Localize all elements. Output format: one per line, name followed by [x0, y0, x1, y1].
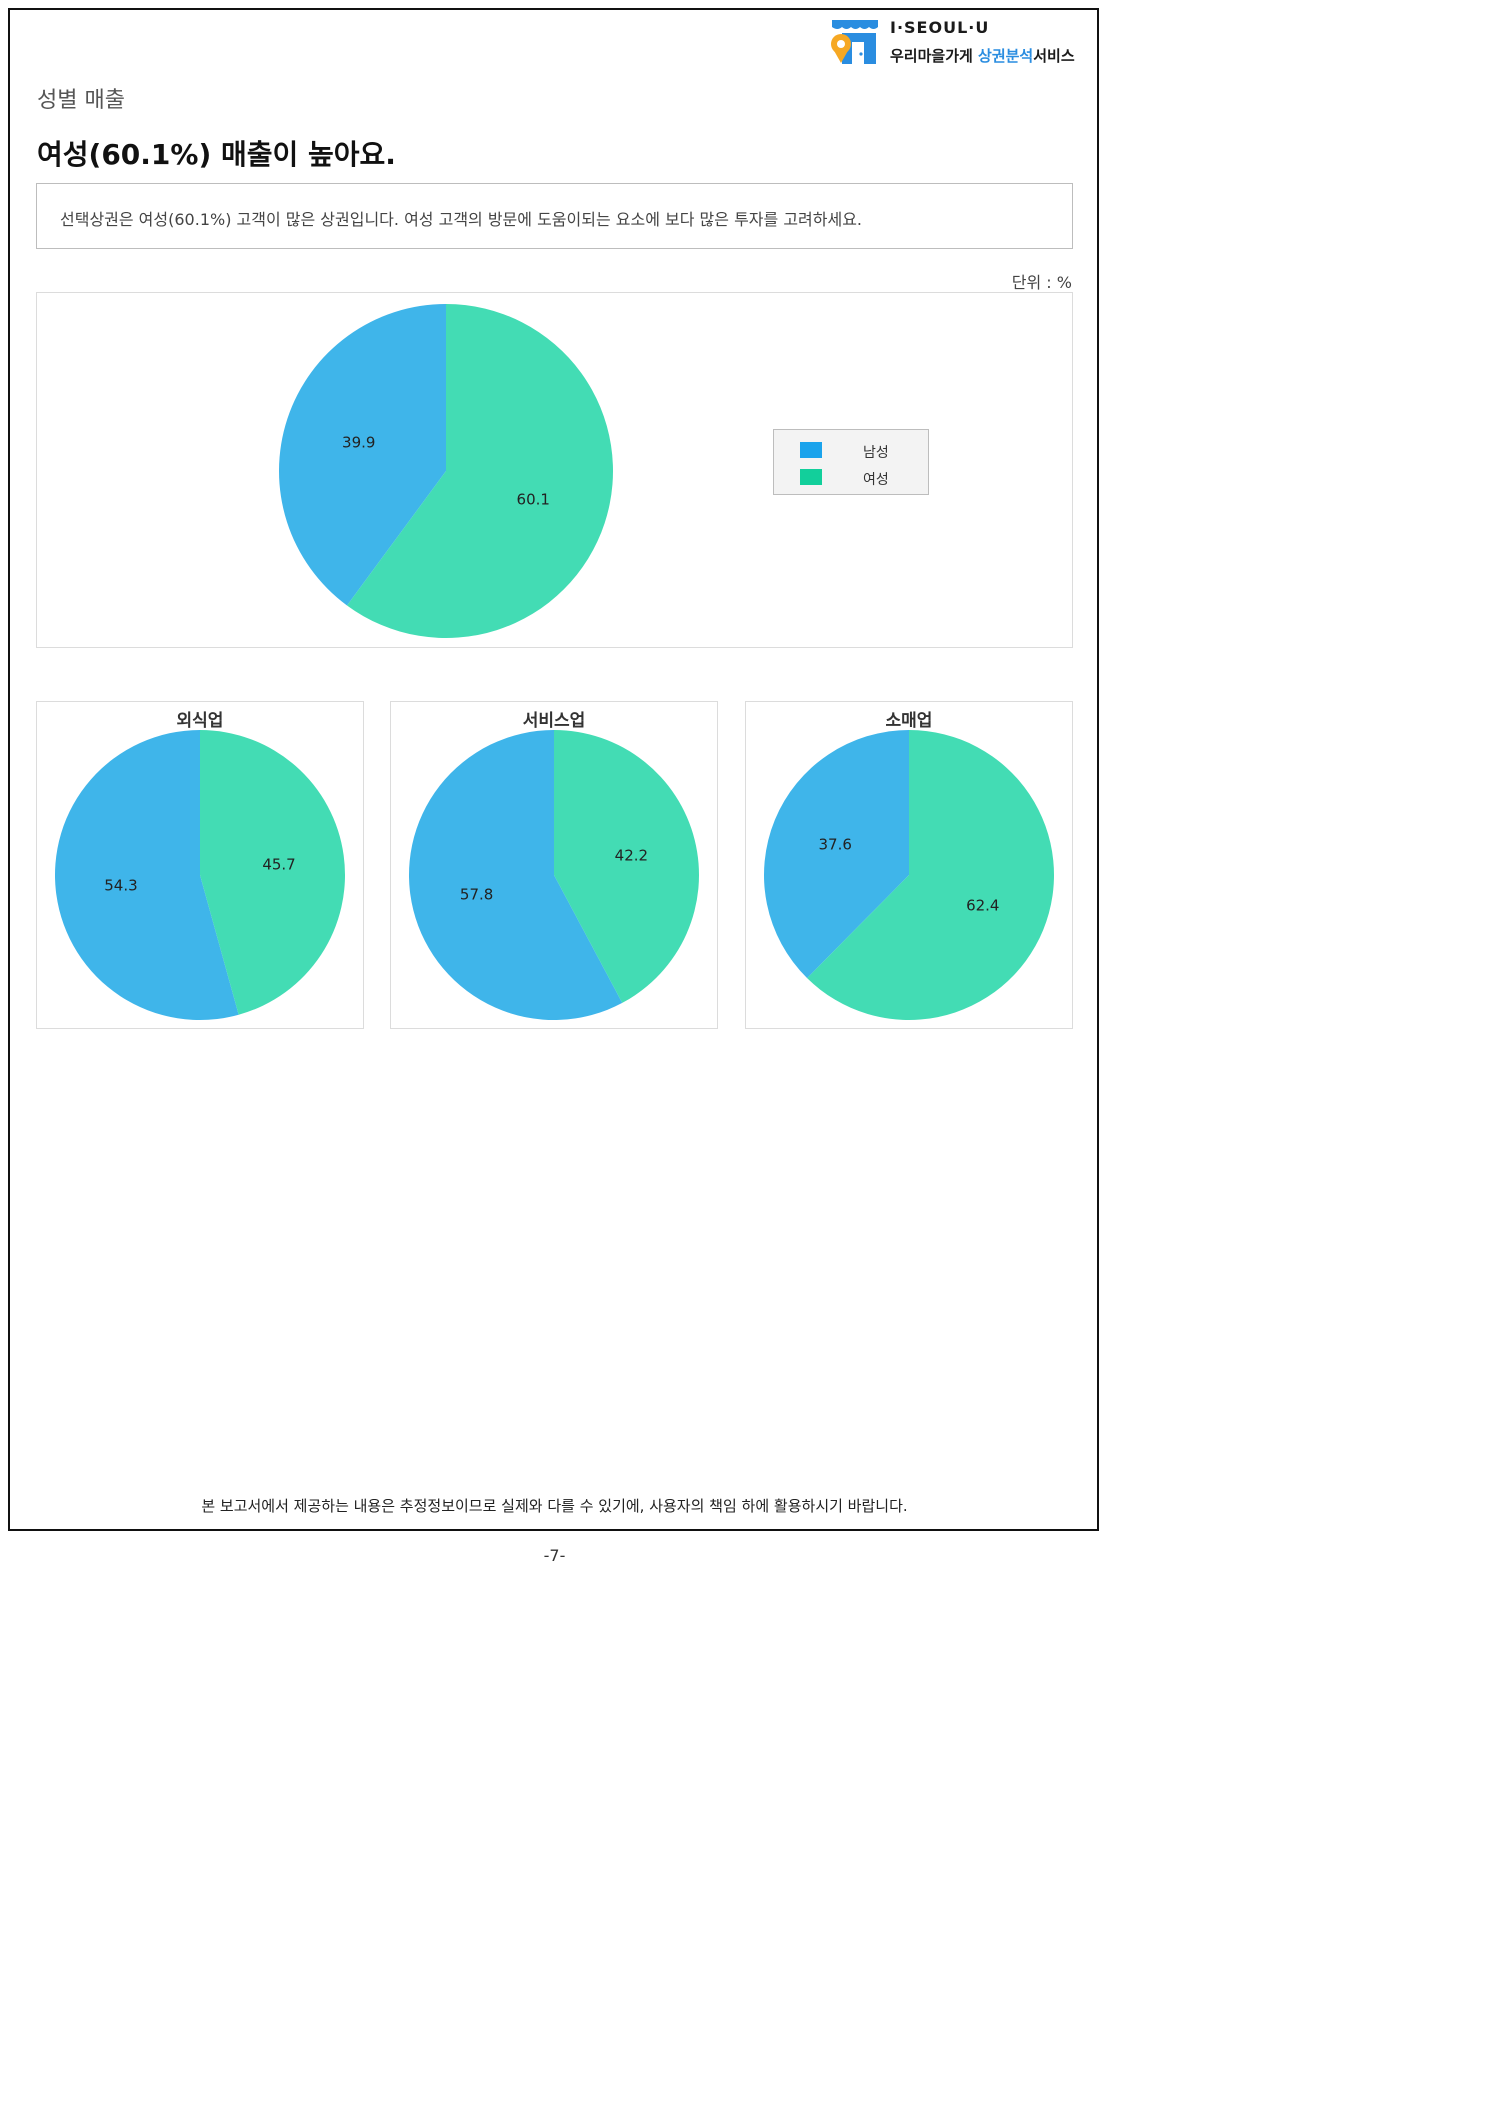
logo-title: I·SEOUL·U	[890, 18, 990, 37]
description-text: 선택상권은 여성(60.1%) 고객이 많은 상권입니다. 여성 고객의 방문에…	[60, 210, 863, 229]
description-box: 선택상권은 여성(60.1%) 고객이 많은 상권입니다. 여성 고객의 방문에…	[36, 183, 1073, 249]
retail-pie-chart: 37.6 62.4	[764, 730, 1054, 1020]
headline: 여성(60.1%) 매출이 높아요.	[37, 138, 396, 171]
page-frame	[8, 8, 1099, 1531]
section-label: 성별 매출	[37, 88, 125, 113]
service-pie-title: 서비스업	[522, 711, 586, 731]
footer-disclaimer: 본 보고서에서 제공하는 내용은 추정정보이므로 실제와 다를 수 있기에, 사…	[201, 1497, 908, 1515]
food-pie-panel: 외식업 54.3 45.7	[36, 701, 364, 1029]
logo: I·SEOUL·U 우리마을가게 상권분석서비스	[828, 18, 1098, 68]
data-label-male: 37.6	[819, 836, 852, 854]
pie-slice-male	[409, 730, 623, 1020]
data-label-female: 62.4	[966, 896, 999, 914]
pie-slice-male	[278, 304, 446, 606]
legend-swatch-male	[800, 442, 822, 458]
page-number: -7-	[543, 1546, 566, 1565]
main-pie-panel: 39.9 60.1 남성 여성	[36, 292, 1073, 648]
logo-subtitle-suffix: 서비스	[1033, 47, 1075, 65]
food-pie-chart: 54.3 45.7	[54, 730, 345, 1020]
logo-subtitle: 우리마을가게 상권분석서비스	[890, 45, 1075, 66]
legend-label-male: 남성	[863, 445, 889, 461]
pie-slice-female	[200, 730, 345, 1015]
food-pie-title: 외식업	[176, 711, 224, 731]
pie-slice-female	[554, 730, 699, 1003]
logo-subtitle-prefix: 우리마을가게	[890, 47, 979, 65]
pie-slice-female	[807, 730, 1054, 1020]
pie-slice-male	[764, 730, 909, 979]
data-label-female: 45.7	[262, 855, 295, 873]
data-label-male: 57.8	[460, 885, 493, 903]
data-label-male: 54.3	[104, 877, 137, 895]
chart-legend: 남성 여성	[773, 429, 929, 495]
unit-label: 단위 : %	[1011, 273, 1072, 292]
data-label-male: 39.9	[342, 433, 375, 451]
data-label-female: 60.1	[517, 491, 550, 509]
legend-swatch-female	[800, 469, 822, 485]
service-pie-chart: 57.8 42.2	[409, 730, 699, 1020]
service-pie-panel: 서비스업 57.8 42.2	[390, 701, 718, 1029]
retail-pie-title: 소매업	[885, 711, 933, 731]
store-logo-icon	[831, 20, 878, 64]
pie-slice-male	[54, 730, 239, 1020]
pie-slice-female	[346, 304, 613, 638]
main-pie-chart: 39.9 60.1	[278, 304, 613, 638]
retail-pie-panel: 소매업 37.6 62.4	[745, 701, 1073, 1029]
legend-label-female: 여성	[863, 472, 889, 488]
logo-subtitle-highlight: 상권분석	[978, 47, 1034, 65]
data-label-female: 42.2	[615, 847, 648, 865]
